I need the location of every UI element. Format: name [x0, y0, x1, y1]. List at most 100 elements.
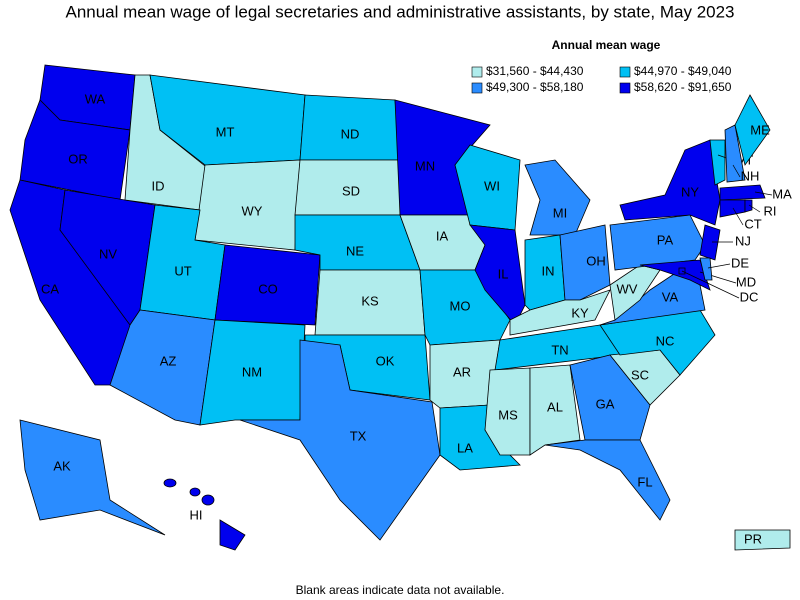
leader-line [707, 263, 731, 269]
state-label: NE [346, 243, 364, 258]
legend: $31,560 - $44,430 $44,970 - $49,040 $49,30… [471, 64, 732, 94]
state-label: HI [190, 507, 203, 522]
state [719, 184, 766, 201]
state-label: DC [740, 289, 759, 304]
state-label: MT [216, 124, 235, 139]
state-label: KY [571, 305, 589, 320]
state [699, 257, 713, 281]
state [619, 139, 721, 226]
state-label: OK [376, 353, 395, 368]
leader-line [681, 270, 740, 299]
state-label: MN [415, 158, 435, 173]
state [719, 199, 746, 218]
state [609, 214, 706, 271]
state [509, 289, 611, 336]
state-label: ME [750, 122, 770, 137]
state [469, 224, 526, 326]
state [484, 367, 531, 456]
state-label: WV [617, 281, 638, 296]
legend-label: $49,300 - $58,180 [486, 80, 584, 94]
state-label: WY [242, 203, 263, 218]
legend-title: Annual mean wage [552, 38, 661, 52]
state-label: LA [457, 440, 473, 455]
state-label: GA [596, 396, 615, 411]
state-label: NV [99, 246, 117, 261]
footnote: Blank areas indicate data not available. [296, 583, 505, 597]
state-label: MI [553, 205, 567, 220]
state-label: NM [242, 364, 262, 379]
state [19, 419, 166, 536]
state-label: AR [453, 364, 471, 379]
state-label: IA [436, 228, 449, 243]
state [569, 354, 651, 441]
state-label: WA [85, 91, 106, 106]
state-label: TX [350, 428, 367, 443]
legend-label: $31,560 - $44,430 [486, 64, 584, 78]
state [699, 224, 721, 261]
state-label: VA [662, 289, 679, 304]
state-label: MA [772, 186, 792, 201]
leader-line [748, 204, 761, 213]
state-label: CT [744, 216, 761, 231]
title: Annual mean wage of legal secretaries an… [65, 2, 734, 21]
state [454, 144, 521, 231]
state-label: CA [41, 281, 59, 296]
state-label: AL [547, 399, 563, 414]
state [734, 529, 791, 551]
state [219, 519, 246, 551]
state-label: DE [731, 255, 749, 270]
state [724, 124, 746, 183]
state-label: OR [68, 151, 88, 166]
state-label: WI [484, 178, 500, 193]
state-label: NC [656, 333, 675, 348]
leader-line [754, 191, 773, 196]
state-label: TN [551, 342, 568, 357]
legend-swatch [471, 82, 483, 94]
leader-line [732, 207, 744, 226]
state-label: AK [53, 458, 71, 473]
state-label: NY [681, 184, 699, 199]
state [744, 199, 753, 213]
state-label: MD [736, 274, 756, 289]
state-label: ID [152, 178, 165, 193]
state [709, 139, 726, 186]
state [544, 439, 671, 521]
state [734, 94, 771, 166]
state [609, 264, 661, 321]
state [214, 244, 321, 326]
state-label: IN [542, 263, 555, 278]
state-label: NJ [735, 233, 751, 248]
state-label: IL [498, 266, 509, 281]
state-label: NH [741, 168, 760, 183]
state-label: SD [342, 183, 360, 198]
state [239, 339, 441, 541]
legend-swatch [619, 82, 631, 94]
state-label: CO [258, 281, 278, 296]
state-label: RI [764, 203, 777, 218]
legend-label: $44,970 - $49,040 [634, 64, 732, 78]
state-label: PR [744, 531, 762, 546]
state-label: PA [657, 232, 674, 247]
legend-label: $58,620 - $91,650 [634, 80, 732, 94]
island [189, 487, 201, 497]
state-label: MS [498, 407, 518, 422]
legend-swatch [619, 66, 631, 78]
state [639, 259, 711, 291]
state-label: MO [450, 298, 471, 313]
state-label: KS [361, 293, 379, 308]
state-label: SC [631, 367, 649, 382]
leader-line [732, 164, 741, 178]
island [201, 494, 215, 506]
states: WA OR CA NV ID MT WY UT AZ CO NM ND SD NE KS OK TX MN IA MO… [9, 64, 792, 551]
state-label: OH [586, 253, 606, 268]
state-label: FL [637, 474, 652, 489]
legend-swatch [471, 66, 483, 78]
state [524, 159, 591, 236]
state-label: UT [174, 263, 191, 278]
state [559, 224, 611, 301]
state-label: AZ [160, 353, 177, 368]
island [163, 478, 177, 488]
state-label: ND [341, 126, 360, 141]
